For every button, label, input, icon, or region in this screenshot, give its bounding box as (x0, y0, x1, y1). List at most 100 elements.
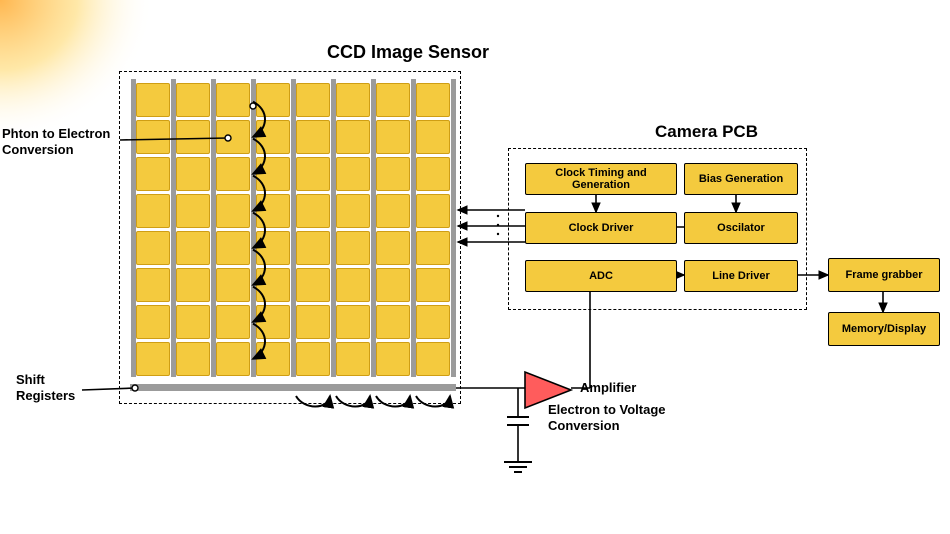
ccd-pixel (176, 120, 210, 154)
ccd-pixel (256, 194, 290, 228)
ccd-bottom-rail (130, 384, 456, 391)
bias-label: Bias Generation (699, 173, 783, 185)
ccd-pixel (256, 157, 290, 191)
ccd-pixel (216, 342, 250, 376)
ccd-pixel (376, 120, 410, 154)
ccd-pixel (296, 231, 330, 265)
photon-label-line1: Phton to Electron (2, 126, 110, 141)
ccd-pixel (256, 231, 290, 265)
ccd-pixel (336, 305, 370, 339)
ccd-pixel (136, 157, 170, 191)
adc-label: ADC (589, 270, 613, 282)
ccd-pixel (336, 157, 370, 191)
clock-timing-box: Clock Timing and Generation (525, 163, 677, 195)
adc-box: ADC (525, 260, 677, 292)
photon-label-line2: Conversion (2, 142, 74, 157)
oscillator-box: Oscilator (684, 212, 798, 244)
ccd-pixel (296, 83, 330, 117)
ccd-pixel (416, 268, 450, 302)
ccd-pixel (296, 157, 330, 191)
line-driver-box: Line Driver (684, 260, 798, 292)
ccd-pixel (336, 83, 370, 117)
ccd-pixel (176, 268, 210, 302)
ccd-pixel (136, 231, 170, 265)
ccd-pixel (256, 268, 290, 302)
ccd-vertical-rail (131, 79, 136, 377)
ccd-pixel (176, 305, 210, 339)
ccd-pixel (136, 120, 170, 154)
ccd-pixel (296, 120, 330, 154)
photon-label: Phton to Electron Conversion (2, 126, 120, 159)
ccd-pixel (216, 194, 250, 228)
ccd-pixel (336, 120, 370, 154)
ccd-pixel (296, 268, 330, 302)
ccd-pixel (336, 194, 370, 228)
ccd-pixel (176, 194, 210, 228)
ccd-pixel (416, 157, 450, 191)
amplifier-sublabel-line2: Conversion (548, 418, 620, 433)
ccd-pixel (136, 83, 170, 117)
ccd-pixel (416, 83, 450, 117)
ccd-pixel (376, 157, 410, 191)
ccd-pixel (296, 342, 330, 376)
line-driver-label: Line Driver (712, 270, 769, 282)
amplifier-sublabel-line1: Electron to Voltage (548, 402, 666, 417)
amplifier-sublabel: Electron to Voltage Conversion (548, 402, 666, 435)
ccd-pixel (216, 231, 250, 265)
ccd-pixel (176, 157, 210, 191)
ccd-pixel (376, 305, 410, 339)
clock-driver-label: Clock Driver (569, 222, 634, 234)
ccd-vertical-rail (171, 79, 176, 377)
shift-label: Shift Registers (16, 372, 116, 405)
clock-driver-box: Clock Driver (525, 212, 677, 244)
bias-box: Bias Generation (684, 163, 798, 195)
ccd-pixel (216, 83, 250, 117)
ccd-vertical-rail (331, 79, 336, 377)
ccd-pixel (256, 342, 290, 376)
ccd-vertical-rail (251, 79, 256, 377)
amplifier-label: Amplifier (580, 380, 636, 396)
ccd-vertical-rail (371, 79, 376, 377)
ccd-pixel (136, 268, 170, 302)
ccd-pixel (136, 194, 170, 228)
ccd-pixel (256, 83, 290, 117)
shift-label-line1: Shift (16, 372, 45, 387)
ccd-pixel (216, 120, 250, 154)
ccd-pixel (376, 231, 410, 265)
ccd-pixel (296, 305, 330, 339)
ccd-pixel (336, 342, 370, 376)
ccd-title: CCD Image Sensor (327, 42, 489, 63)
ccd-pixel (416, 120, 450, 154)
ccd-pixel (256, 305, 290, 339)
ccd-pixel (336, 231, 370, 265)
ccd-pixel (256, 120, 290, 154)
memory-display-box: Memory/Display (828, 312, 940, 346)
ccd-pixel (176, 83, 210, 117)
ccd-vertical-rail (411, 79, 416, 377)
ccd-pixel (176, 231, 210, 265)
ccd-pixel (336, 268, 370, 302)
oscillator-label: Oscilator (717, 222, 765, 234)
ccd-pixel (136, 342, 170, 376)
memory-display-label: Memory/Display (842, 323, 926, 335)
frame-grabber-label: Frame grabber (845, 269, 922, 281)
ccd-pixel (176, 342, 210, 376)
ccd-vertical-rail (211, 79, 216, 377)
ccd-pixel (376, 83, 410, 117)
ccd-vertical-rail (451, 79, 456, 377)
clock-timing-label: Clock Timing and Generation (530, 167, 672, 191)
ccd-pixel (376, 194, 410, 228)
ccd-pixel (136, 305, 170, 339)
frame-grabber-box: Frame grabber (828, 258, 940, 292)
ccd-pixel (376, 268, 410, 302)
ccd-pixel (216, 268, 250, 302)
ccd-pixel (216, 305, 250, 339)
shift-label-line2: Registers (16, 388, 75, 403)
ccd-pixel (296, 194, 330, 228)
ccd-pixel (416, 305, 450, 339)
ccd-pixel (416, 194, 450, 228)
ccd-pixel (216, 157, 250, 191)
ccd-pixel (416, 342, 450, 376)
pcb-title: Camera PCB (655, 122, 758, 142)
ccd-pixel (376, 342, 410, 376)
